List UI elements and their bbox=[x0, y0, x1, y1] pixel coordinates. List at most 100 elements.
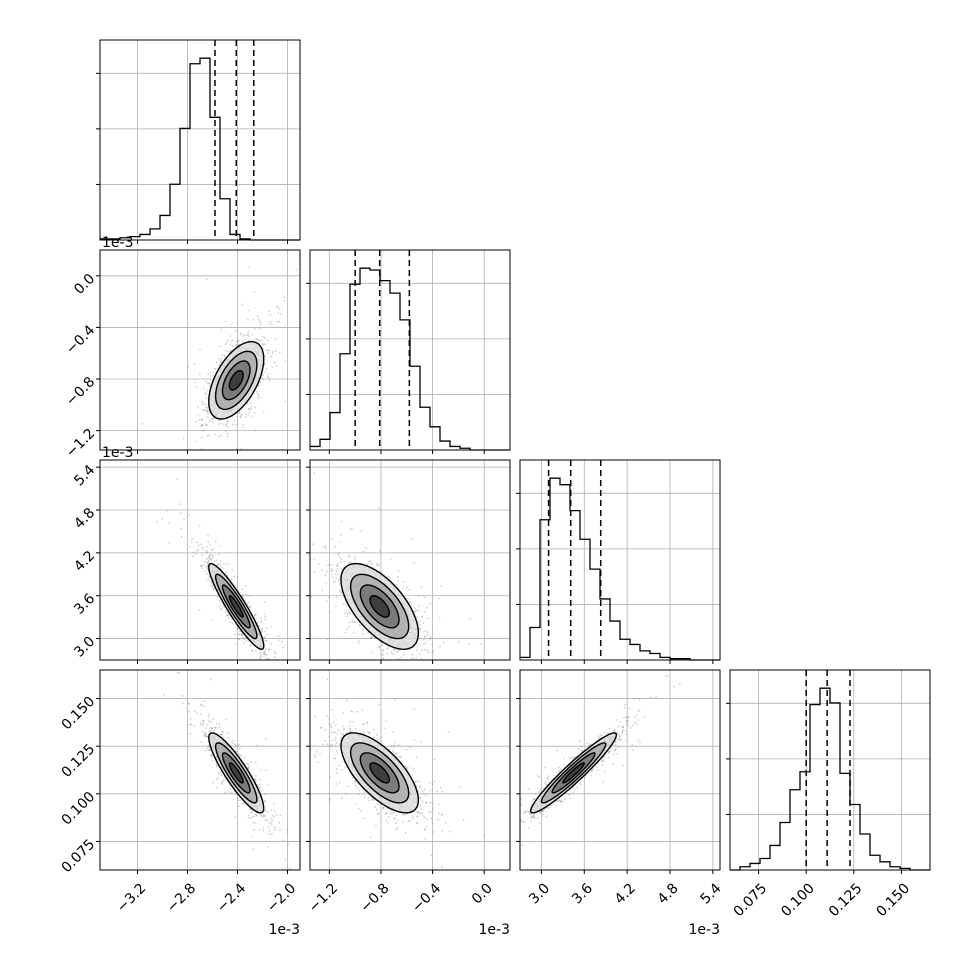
sample-point bbox=[212, 588, 215, 591]
sample-point bbox=[265, 627, 268, 630]
sample-point bbox=[249, 811, 252, 814]
sample-point bbox=[230, 477, 232, 479]
sample-point bbox=[210, 372, 212, 374]
sample-point bbox=[198, 524, 201, 527]
sample-point bbox=[241, 303, 244, 306]
sample-point bbox=[239, 416, 242, 419]
sample-point bbox=[386, 647, 389, 650]
sample-point bbox=[231, 322, 233, 325]
sample-point bbox=[344, 631, 347, 634]
sample-point bbox=[373, 637, 376, 640]
sample-point bbox=[264, 618, 266, 621]
sample-point bbox=[331, 564, 333, 566]
sample-point bbox=[328, 596, 330, 599]
sample-point bbox=[277, 635, 280, 638]
sample-point bbox=[271, 661, 273, 663]
sample-point bbox=[351, 527, 354, 530]
sample-point bbox=[294, 641, 296, 643]
sample-point bbox=[208, 555, 210, 558]
sample-point bbox=[254, 327, 256, 330]
sample-point bbox=[220, 608, 223, 611]
sample-point bbox=[215, 722, 218, 725]
sample-point bbox=[426, 617, 429, 620]
sample-point bbox=[214, 367, 217, 370]
sample-point bbox=[276, 305, 279, 308]
sample-point bbox=[236, 447, 239, 450]
sample-point bbox=[429, 602, 432, 605]
sample-point bbox=[182, 437, 185, 440]
sample-point bbox=[271, 518, 273, 520]
sample-point bbox=[275, 652, 278, 655]
sample-point bbox=[239, 633, 241, 636]
sample-point bbox=[241, 594, 243, 597]
sample-point bbox=[419, 627, 421, 630]
sample-point bbox=[284, 400, 286, 403]
sample-point bbox=[346, 615, 349, 618]
sample-point bbox=[182, 518, 185, 521]
sample-point bbox=[261, 628, 264, 631]
sample-point bbox=[260, 814, 263, 817]
sample-point bbox=[207, 534, 209, 537]
sample-point bbox=[415, 610, 418, 612]
sample-point bbox=[263, 336, 266, 339]
sample-point bbox=[335, 570, 338, 573]
sample-point bbox=[335, 576, 338, 579]
sample-point bbox=[294, 688, 296, 690]
sample-point bbox=[210, 481, 212, 483]
sample-point bbox=[254, 650, 257, 653]
sample-point bbox=[439, 673, 441, 675]
sample-point bbox=[235, 343, 238, 346]
sample-point bbox=[268, 310, 271, 313]
sample-point bbox=[264, 370, 267, 373]
sample-point bbox=[208, 730, 211, 733]
sample-point bbox=[202, 724, 204, 727]
sample-point bbox=[234, 633, 237, 636]
sample-point bbox=[269, 314, 272, 316]
sample-point bbox=[235, 330, 237, 333]
sample-point bbox=[247, 766, 250, 769]
sample-point bbox=[194, 381, 197, 384]
sample-point bbox=[210, 581, 213, 584]
sample-point bbox=[352, 632, 355, 634]
sample-point bbox=[396, 650, 399, 653]
sample-point bbox=[264, 650, 267, 653]
sample-point bbox=[337, 580, 340, 583]
sample-point bbox=[419, 662, 421, 664]
sample-point bbox=[210, 549, 213, 552]
sample-point bbox=[338, 590, 341, 592]
sample-point bbox=[165, 496, 167, 498]
sample-point bbox=[410, 656, 413, 659]
sample-point bbox=[248, 765, 251, 768]
sample-point bbox=[351, 620, 354, 623]
sample-point bbox=[274, 350, 277, 352]
sample-point bbox=[267, 372, 270, 375]
sample-point bbox=[204, 409, 207, 411]
sample-point bbox=[263, 601, 266, 604]
sample-point bbox=[256, 338, 259, 341]
sample-point bbox=[263, 652, 266, 655]
sample-point bbox=[271, 366, 274, 369]
sample-point bbox=[263, 799, 266, 802]
sample-point bbox=[233, 816, 236, 819]
sample-point bbox=[409, 678, 411, 680]
sample-point bbox=[278, 308, 281, 310]
sample-point bbox=[238, 637, 241, 640]
sample-point bbox=[267, 376, 270, 379]
sample-point bbox=[268, 349, 271, 352]
sample-point bbox=[396, 584, 399, 587]
sample-point bbox=[241, 340, 244, 343]
sample-point bbox=[264, 800, 266, 803]
sample-point bbox=[402, 654, 405, 656]
sample-point bbox=[188, 513, 191, 516]
sample-point bbox=[263, 815, 266, 818]
sample-point bbox=[242, 335, 245, 338]
sample-point bbox=[402, 586, 405, 589]
sample-point bbox=[218, 605, 221, 608]
sample-point bbox=[263, 343, 266, 346]
sample-point bbox=[211, 418, 214, 421]
sample-point bbox=[339, 561, 342, 563]
sample-point bbox=[199, 740, 202, 743]
sample-point bbox=[226, 732, 229, 735]
sample-point bbox=[395, 666, 397, 668]
sample-point bbox=[259, 673, 261, 675]
